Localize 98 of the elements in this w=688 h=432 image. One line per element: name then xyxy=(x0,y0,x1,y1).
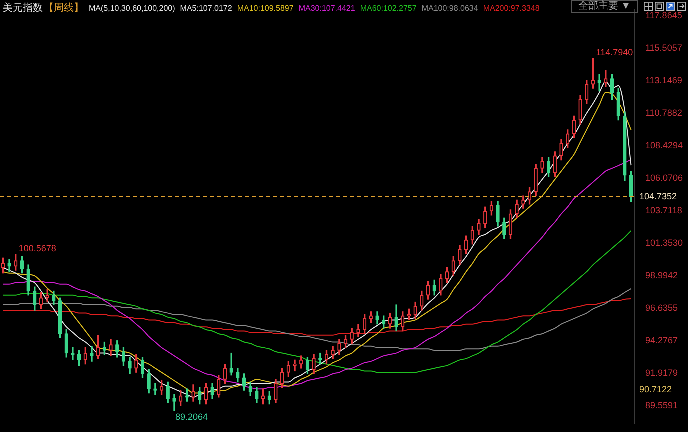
y-tick-label: 98.9942 xyxy=(645,270,678,281)
candlestick xyxy=(508,210,513,240)
candlestick xyxy=(217,375,221,398)
y-tick-label: 108.4294 xyxy=(645,140,684,151)
y-tick-label: 91.9179 xyxy=(645,368,678,378)
candlestick xyxy=(293,360,297,372)
line-series xyxy=(2,230,632,374)
candlestick xyxy=(140,357,145,378)
candlestick xyxy=(198,387,202,405)
candlestick xyxy=(261,388,266,405)
y-tick-label: 96.6355 xyxy=(645,303,678,314)
text: 90.7122 xyxy=(639,384,672,395)
candlestick xyxy=(616,88,620,121)
text: MA30:107.4421 xyxy=(298,4,356,12)
candlestick xyxy=(274,379,278,404)
candlestick xyxy=(318,352,322,365)
candlestick xyxy=(623,112,627,182)
candlestick xyxy=(414,302,418,320)
candlestick xyxy=(109,339,113,356)
candlestick xyxy=(33,286,37,311)
candlestick xyxy=(122,347,126,366)
candlestick xyxy=(58,298,62,338)
candlestick xyxy=(477,219,481,236)
chart-title: 美元指数 xyxy=(3,2,43,15)
candlestick xyxy=(401,312,405,332)
candlestick xyxy=(560,139,564,161)
y-tick-label: 101.3530 xyxy=(645,238,684,248)
text: MA200:97.3348 xyxy=(483,4,540,12)
candlestick xyxy=(64,330,68,358)
y-tick-label: 94.2767 xyxy=(645,336,678,346)
candlestick xyxy=(515,200,519,219)
candlestick xyxy=(178,390,183,406)
candlestick xyxy=(71,347,75,361)
candlestick xyxy=(26,264,30,296)
candlestick xyxy=(502,218,506,240)
candlestick xyxy=(166,382,170,404)
candlestick xyxy=(585,80,589,104)
annotation: 全部主要 ▼ xyxy=(571,0,638,13)
y-tick-label: 89.5591 xyxy=(645,400,678,411)
y-tick-label: 106.0706 xyxy=(645,173,684,184)
candlestick xyxy=(591,58,596,89)
candlestick xyxy=(540,157,544,174)
candlestick xyxy=(598,74,602,92)
candlestick xyxy=(484,206,488,228)
y-tick-label: 103.7118 xyxy=(645,206,682,216)
candlestick xyxy=(522,196,526,209)
text: MA100:98.0634 xyxy=(422,4,478,12)
candlestick xyxy=(572,116,576,139)
candlestick xyxy=(338,339,342,355)
line-series xyxy=(2,288,632,352)
y-tick-label: 115.5057 xyxy=(645,43,682,54)
candlestick xyxy=(578,95,582,125)
candlestick xyxy=(344,335,348,348)
text: MA10:109.5897 xyxy=(237,4,294,12)
legend-title: MA(5,10,30,60,100,200) xyxy=(89,4,176,12)
y-tick-label: 110.7882 xyxy=(645,108,682,118)
chart-subtitle: 【周线】 xyxy=(44,2,84,15)
candlestick xyxy=(604,70,608,88)
candlestick xyxy=(172,394,176,412)
candlestick xyxy=(46,290,50,303)
candlestick xyxy=(452,256,456,276)
candlestick xyxy=(255,387,259,404)
candlestick xyxy=(312,354,316,374)
candlestick xyxy=(14,254,18,271)
ref-line-label: 104.7352 xyxy=(639,192,678,202)
candlestick xyxy=(204,383,208,405)
candlestick xyxy=(20,256,24,274)
candlestick xyxy=(192,384,196,402)
candlestick xyxy=(331,346,335,360)
y-tick-label: 113.1469 xyxy=(645,76,682,86)
candlestick xyxy=(369,312,373,324)
candlestick xyxy=(376,312,380,325)
annotation: 89.2064 xyxy=(175,412,208,422)
candlestick xyxy=(160,380,164,395)
candlestick xyxy=(629,170,634,202)
candlestick xyxy=(134,354,138,373)
candlestick xyxy=(154,383,158,395)
candlestick xyxy=(439,274,443,296)
candlestick xyxy=(90,346,94,362)
candlestick xyxy=(102,342,107,355)
candlestick xyxy=(8,259,12,272)
annotation: 100.5678 xyxy=(18,243,56,254)
candlestick xyxy=(458,245,462,266)
candlestick xyxy=(147,370,151,394)
candlestick xyxy=(496,201,500,227)
candlestick xyxy=(230,352,234,376)
text: MA5:107.0172 xyxy=(180,4,232,12)
annotation: 114.7940 xyxy=(596,47,634,58)
y-tick-label: 117.8645 xyxy=(645,10,682,20)
candlestick xyxy=(528,188,532,205)
candlestick xyxy=(268,392,272,405)
candlestick xyxy=(356,324,360,338)
candlestick xyxy=(210,383,214,400)
candlestick xyxy=(534,164,538,196)
candlestick xyxy=(96,335,100,360)
text: MA60:102.2757 xyxy=(360,4,417,12)
candlestick xyxy=(223,364,228,384)
candlestick xyxy=(610,74,614,100)
